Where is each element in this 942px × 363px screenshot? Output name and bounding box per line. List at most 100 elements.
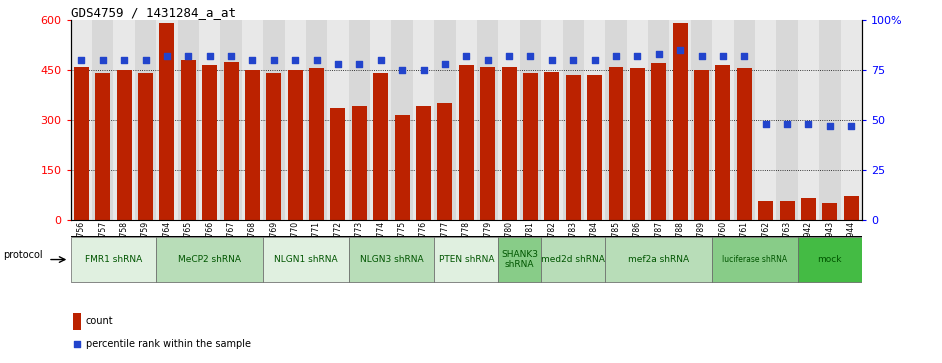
Text: percentile rank within the sample: percentile rank within the sample <box>86 339 251 349</box>
Bar <box>459 65 474 220</box>
Point <box>501 53 516 59</box>
Point <box>801 121 816 127</box>
Bar <box>287 70 302 220</box>
Bar <box>242 20 263 220</box>
Bar <box>113 20 135 220</box>
Point <box>245 57 260 63</box>
Point <box>630 53 645 59</box>
Bar <box>71 237 156 282</box>
Bar <box>776 20 798 220</box>
Bar <box>416 106 431 220</box>
Bar <box>95 73 110 220</box>
Point <box>651 51 666 57</box>
Bar <box>434 20 456 220</box>
Bar <box>327 20 349 220</box>
Bar <box>267 73 282 220</box>
Bar <box>587 75 602 220</box>
Point <box>267 57 282 63</box>
Bar <box>159 23 174 220</box>
Bar <box>606 237 712 282</box>
Bar <box>562 20 584 220</box>
Point <box>223 53 238 59</box>
Bar <box>156 20 178 220</box>
Point <box>395 67 410 73</box>
Bar <box>541 237 606 282</box>
Text: mock: mock <box>818 255 842 264</box>
Bar <box>92 20 113 220</box>
Bar <box>331 108 346 220</box>
Bar <box>712 20 734 220</box>
Bar <box>673 23 688 220</box>
Bar <box>245 70 260 220</box>
Bar <box>392 20 413 220</box>
Bar <box>840 20 862 220</box>
Point <box>181 53 196 59</box>
Text: GDS4759 / 1431284_a_at: GDS4759 / 1431284_a_at <box>71 6 236 19</box>
Point <box>159 53 174 59</box>
Bar <box>395 115 410 220</box>
Text: PTEN shRNA: PTEN shRNA <box>439 255 494 264</box>
Bar <box>694 70 709 220</box>
Bar <box>801 198 816 220</box>
Point <box>822 123 837 129</box>
Bar <box>373 73 388 220</box>
Text: FMR1 shRNA: FMR1 shRNA <box>85 255 142 264</box>
Text: SHANK3
shRNA: SHANK3 shRNA <box>501 250 538 269</box>
Bar <box>544 72 560 220</box>
Bar <box>309 68 324 220</box>
Text: luciferase shRNA: luciferase shRNA <box>723 255 788 264</box>
Text: NLGN3 shRNA: NLGN3 shRNA <box>360 255 423 264</box>
Bar <box>434 237 498 282</box>
Bar <box>626 20 648 220</box>
Bar <box>584 20 606 220</box>
Bar <box>798 20 820 220</box>
Bar <box>822 203 837 220</box>
Bar <box>606 20 626 220</box>
Text: protocol: protocol <box>4 250 43 260</box>
Point <box>437 61 452 67</box>
Bar <box>263 237 349 282</box>
Point <box>138 57 153 63</box>
Point <box>203 53 218 59</box>
Bar <box>523 73 538 220</box>
Point <box>544 57 560 63</box>
Text: med2d shRNA: med2d shRNA <box>542 255 605 264</box>
Point <box>480 57 495 63</box>
Bar <box>690 20 712 220</box>
Point <box>609 53 624 59</box>
Bar <box>223 62 238 220</box>
Text: NLGN1 shRNA: NLGN1 shRNA <box>274 255 338 264</box>
Bar <box>820 20 840 220</box>
Point <box>287 57 302 63</box>
Bar <box>178 20 199 220</box>
Bar <box>413 20 434 220</box>
Bar <box>199 20 220 220</box>
Point <box>95 57 110 63</box>
Point <box>715 53 730 59</box>
Bar <box>220 20 242 220</box>
Point <box>373 57 388 63</box>
Bar <box>73 313 81 330</box>
Bar <box>352 106 366 220</box>
Bar <box>498 20 520 220</box>
Point <box>673 47 688 53</box>
Point <box>416 67 431 73</box>
Bar <box>456 20 477 220</box>
Bar <box>117 70 132 220</box>
Bar <box>541 20 562 220</box>
Bar <box>437 103 452 220</box>
Bar <box>349 20 370 220</box>
Bar <box>630 68 645 220</box>
Bar <box>263 20 284 220</box>
Bar <box>370 20 392 220</box>
Point <box>459 53 474 59</box>
Bar <box>758 201 773 220</box>
Bar <box>135 20 156 220</box>
Point <box>780 121 795 127</box>
Point <box>758 121 773 127</box>
Bar <box>712 237 798 282</box>
Bar <box>284 20 306 220</box>
Point <box>694 53 709 59</box>
Bar <box>480 66 495 220</box>
Point <box>566 57 581 63</box>
